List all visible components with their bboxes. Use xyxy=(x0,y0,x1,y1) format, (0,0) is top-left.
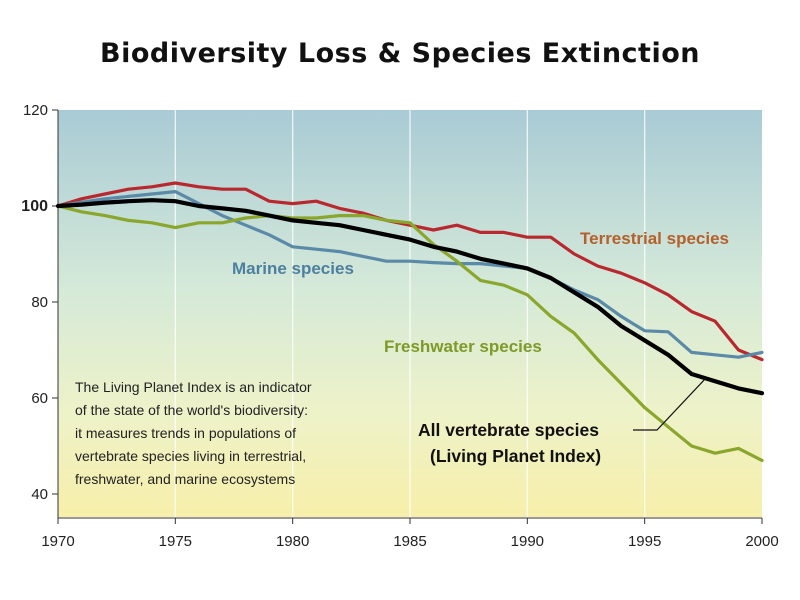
series-line-freshwater xyxy=(56,204,764,462)
label-freshwater: Freshwater species xyxy=(384,337,542,356)
x-tick-label: 1975 xyxy=(159,533,192,550)
y-tick-label: 60 xyxy=(31,390,48,407)
series-line-all-vertebrate xyxy=(55,198,765,396)
label-living-planet-index: (Living Planet Index) xyxy=(430,446,601,466)
y-tick-label: 40 xyxy=(31,486,48,503)
x-tick-label: 1970 xyxy=(41,533,74,550)
x-tick-label: 1980 xyxy=(276,533,309,550)
chart-title: Biodiversity Loss & Species Extinction xyxy=(100,38,700,69)
y-tick-label: 100 xyxy=(21,198,48,215)
y-ticks: 120 100 80 60 40 xyxy=(21,102,58,503)
series-line-marine xyxy=(56,190,764,359)
x-tick-label: 1995 xyxy=(628,533,661,550)
label-marine: Marine species xyxy=(232,259,354,278)
annotation-line-2: of the state of the world's biodiversity… xyxy=(75,402,308,418)
series-lines xyxy=(55,181,765,462)
label-terrestrial: Terrestrial species xyxy=(580,229,729,248)
label-all-vertebrate: All vertebrate species xyxy=(418,420,599,440)
y-tick-label: 80 xyxy=(31,294,48,311)
series-line-terrestrial xyxy=(56,181,764,362)
annotation-line-1: The Living Planet Index is an indicator xyxy=(75,379,312,395)
x-ticks: 1970 1975 1980 1985 1990 1995 2000 xyxy=(41,518,779,550)
grid xyxy=(174,110,646,518)
annotation-line-5: freshwater, and marine ecosystems xyxy=(75,471,295,487)
label-leader-line xyxy=(633,377,707,431)
y-tick-label: 120 xyxy=(23,102,48,119)
x-tick-label: 1985 xyxy=(393,533,426,550)
annotation-line-4: vertebrate species living in terrestrial… xyxy=(75,448,306,464)
annotation-line-3: it measures trends in populations of xyxy=(75,425,296,441)
x-tick-label: 2000 xyxy=(745,533,778,550)
x-tick-label: 1990 xyxy=(511,533,544,550)
